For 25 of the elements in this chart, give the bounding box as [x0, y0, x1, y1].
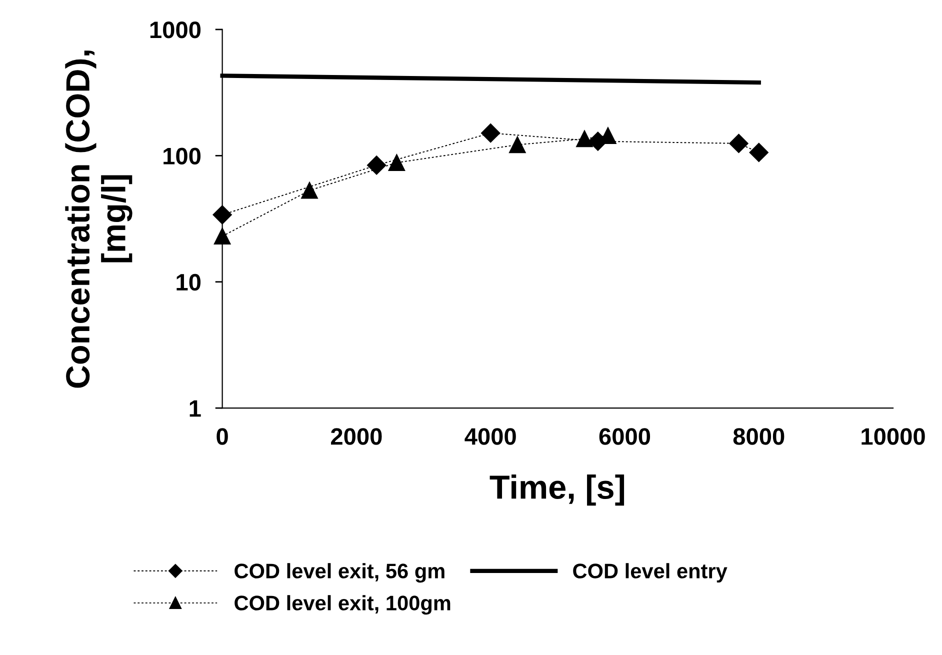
y-axis-title: Concentration (COD), [mg/l] — [65, 50, 132, 388]
legend-label: COD level exit, 56 gm — [234, 563, 444, 583]
point — [214, 228, 231, 245]
y-tick-label: 100 — [164, 148, 201, 164]
legend-label: COD level exit, 100gm — [234, 595, 450, 615]
x-axis-title: Time, [s] — [490, 474, 624, 506]
point — [388, 154, 406, 172]
point — [576, 130, 593, 148]
x-tick-label: 10000 — [862, 428, 925, 445]
legend-label: COD level entry — [573, 563, 728, 583]
y-tick-label: 1000 — [150, 22, 201, 38]
point — [481, 124, 500, 143]
x-tick-label: 2000 — [331, 428, 382, 445]
point — [509, 136, 526, 154]
x-tick-label: 8000 — [733, 428, 784, 445]
point — [301, 182, 318, 199]
point — [367, 156, 386, 175]
y-tick-label: 10 — [176, 274, 201, 291]
x-tick-label: 4000 — [464, 428, 516, 445]
x-tick-label: 6000 — [599, 428, 650, 445]
y-tick-label: 1 — [190, 400, 201, 417]
point — [729, 134, 748, 153]
x-tick-label: 0 — [216, 428, 228, 445]
point — [749, 142, 768, 162]
point — [212, 205, 232, 224]
